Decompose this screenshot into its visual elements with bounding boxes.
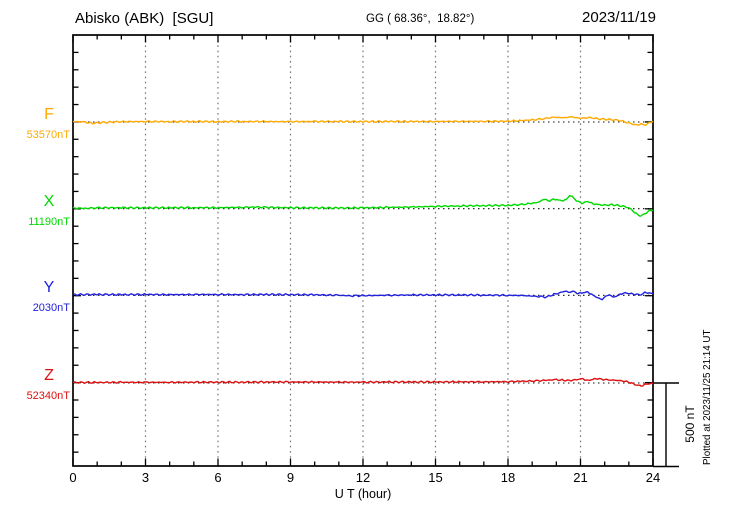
component-basevalue-F: 53570nT [26,129,70,141]
x-tick-label-12: 12 [355,470,371,485]
x-tick-label-15: 15 [428,470,443,485]
plot-timestamp: Plotted at 2023/11/25 21:14 UT [702,330,713,465]
trace-Y [73,290,654,301]
x-tick-label-0: 0 [69,470,77,485]
component-letter-F: F [44,106,54,123]
x-tick-label-21: 21 [573,470,588,485]
x-tick-label-24: 24 [645,470,661,485]
plot-frame [72,34,654,467]
geographic-coordinates: GG ( 68.36°, 18.82°) [366,13,475,25]
plot-date: 2023/11/19 [582,9,656,26]
component-letter-Z: Z [44,367,54,384]
trace-Z [72,377,654,387]
x-tick-label-6: 6 [214,470,222,485]
trace-X [72,194,654,217]
component-basevalue-Z: 52340nT [26,390,70,402]
x-tick-label-18: 18 [500,470,516,485]
x-tick-label-3: 3 [141,470,150,485]
station-title: Abisko (ABK) [SGU] [75,10,214,27]
component-letter-Y: Y [43,279,55,297]
trace-F [72,116,654,126]
x-axis-title: U T (hour) [334,487,392,501]
component-basevalue-Y: 2030nT [32,302,70,315]
scale-bar-label: 500 nT [683,405,697,443]
component-basevalue-X: 11190nT [28,215,70,228]
x-tick-label-9: 9 [286,470,295,485]
component-letter-X: X [43,192,55,210]
